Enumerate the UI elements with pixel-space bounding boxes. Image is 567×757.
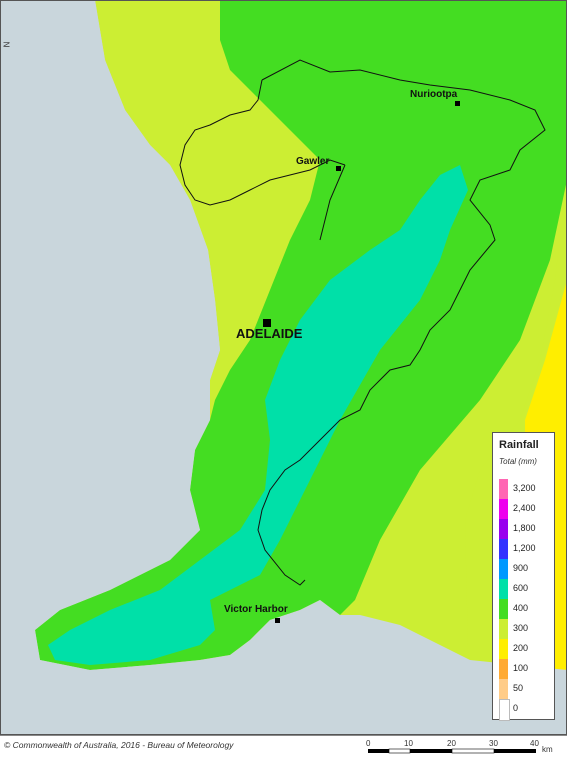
legend-swatch (499, 519, 508, 539)
scale-segment-2 (388, 748, 411, 754)
gulf-sea (0, 0, 220, 640)
legend-class-row: 200 (499, 639, 551, 659)
map-footer: © Commonwealth of Australia, 2016 - Bure… (0, 735, 567, 757)
legend-class-label: 100 (513, 663, 529, 673)
scale-tick-30: 30 (489, 739, 498, 748)
southern-sea (0, 600, 567, 735)
copyright-text: © Commonwealth of Australia, 2016 - Bure… (4, 740, 234, 750)
legend-class-label: 200 (513, 643, 529, 653)
north-arrow-label: N (2, 41, 12, 48)
legend-class-label: 0 (513, 703, 519, 713)
legend-swatch (499, 679, 508, 699)
legend-class-row: 900 (499, 559, 551, 579)
legend-class-label: 3,200 (513, 483, 536, 493)
legend-swatch (499, 579, 508, 599)
scale-segment-1 (368, 749, 389, 753)
scale-tick-0: 0 (366, 739, 371, 748)
scale-segment-4 (451, 748, 495, 754)
legend-class-row: 300 (499, 619, 551, 639)
nuriootpa-label: Nuriootpa (410, 89, 458, 100)
adelaide-label: ADELAIDE (236, 326, 303, 341)
scale-tick-20: 20 (447, 739, 456, 748)
legend-swatch (499, 699, 510, 721)
legend-class-label: 600 (513, 583, 529, 593)
gawler-label: Gawler (296, 156, 329, 167)
victor-harbor-marker (275, 618, 280, 623)
legend-class-row: 3,200 (499, 479, 551, 499)
legend-swatch (499, 559, 508, 579)
scale-tick-10: 10 (404, 739, 413, 748)
legend-class-row: 0 (499, 699, 551, 721)
legend-swatch (499, 479, 508, 499)
legend-class-row: 2,400 (499, 499, 551, 519)
legend-class-row: 400 (499, 599, 551, 619)
catchment-boundary (179, 59, 546, 586)
legend-swatch (499, 599, 508, 619)
adelaide-marker (263, 319, 271, 327)
legend-class-row: 50 (499, 679, 551, 699)
scale-unit: km (542, 745, 553, 754)
legend-swatch (499, 539, 508, 559)
legend-subtitle: Total (mm) (499, 457, 537, 466)
legend-swatch (499, 659, 508, 679)
gawler-marker (336, 166, 341, 171)
legend-title: Rainfall (499, 439, 539, 451)
scale-segment-3 (410, 749, 452, 753)
land-zone-600 (48, 165, 468, 665)
legend-swatch (499, 619, 508, 639)
scale-bar: 0 10 20 30 40 km (366, 739, 553, 754)
nuriootpa-marker (455, 101, 460, 106)
legend-class-row: 600 (499, 579, 551, 599)
rainfall-legend: Rainfall Total (mm) 3,200 2,400 1,800 1,200… (492, 432, 555, 721)
legend-class-label: 400 (513, 603, 529, 613)
scale-segment-5 (494, 749, 536, 753)
legend-class-label: 1,800 (513, 523, 536, 533)
legend-class-label: 1,200 (513, 543, 536, 553)
legend-class-label: 50 (513, 683, 524, 693)
legend-class-row: 1,200 (499, 539, 551, 559)
legend-class-label: 300 (513, 623, 529, 633)
legend-class-label: 2,400 (513, 503, 536, 513)
scale-tick-40: 40 (530, 739, 539, 748)
legend-class-row: 1,800 (499, 519, 551, 539)
legend-class-label: 900 (513, 563, 529, 573)
legend-class-row: 100 (499, 659, 551, 679)
legend-swatch (499, 639, 508, 659)
victor-harbor-label: Victor Harbor (224, 604, 288, 615)
legend-swatch (499, 499, 508, 519)
